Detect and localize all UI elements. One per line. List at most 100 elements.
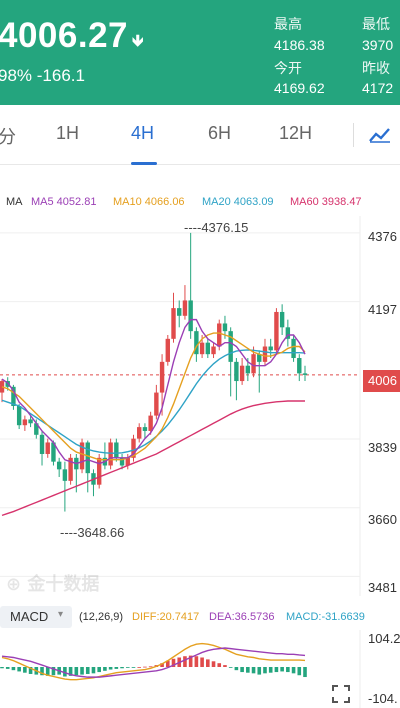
candle-body [148,415,153,431]
y-tick-label: 4197 [368,302,397,317]
macd-bar [206,659,210,667]
high-annotation-value: 4376.15 [201,220,249,235]
candle-body [159,361,165,393]
macd-chart[interactable] [0,630,400,708]
macd-bar [137,667,142,668]
prev-close-label: 昨收 [362,61,390,77]
watermark-icon: ⊕ [6,574,22,595]
macd-bar [280,667,284,672]
ma-legend-label: MA [6,196,23,208]
candle-body [199,342,205,355]
open-label: 今开 [274,61,302,77]
macd-bar [234,667,239,671]
quote-header: 4006.27 🡻 98% -166.1 最高 4186.38 今开 4169.… [0,0,400,105]
diff-line [1,642,306,681]
macd-bar [217,663,222,667]
macd-bar [274,667,279,673]
interval-tabs: 分 1H 4H 6H 12H [0,105,400,165]
ma20-legend: MA20 4063.09 [202,196,274,208]
ma10-line [1,332,306,461]
macd-bar [286,667,290,673]
macd-bar [74,667,79,676]
tab-6h[interactable]: 6H [208,123,232,143]
high-annotation-dashes: ---- [184,220,202,235]
macd-value: MACD:-31.6639 [286,611,365,623]
y-tick-label: 3481 [368,580,397,595]
macd-bar [211,661,216,667]
macd-bar [228,667,233,668]
dea-line [1,647,306,678]
candle-body [62,469,68,481]
macd-bar [51,667,56,676]
candle-body [51,442,56,462]
macd-selector-label: MACD [10,609,49,624]
candle-body [68,457,73,481]
ma5-line [1,318,306,465]
candle-body [182,300,188,316]
candle-body [302,373,308,375]
tab-4h[interactable]: 4H [131,123,155,143]
candle-body [222,323,228,332]
macd-bar [97,667,101,673]
open-value: 4169.62 [274,80,325,96]
trend-chart-icon[interactable] [369,127,391,143]
candle-body [165,338,170,362]
candle-body [11,386,16,406]
macd-bar [188,655,193,667]
macd-indicator-selector[interactable]: MACD ▾ [0,606,72,628]
macd-bar [103,667,107,671]
macd-bar [28,667,33,674]
candle-body [79,442,85,470]
high-value: 4186.38 [274,37,325,53]
candlestick-chart[interactable] [0,216,400,596]
candle-body [85,442,90,474]
macd-bar [63,667,67,677]
macd-bar [251,667,256,674]
low-label: 最低 [362,17,390,33]
candle-body [234,361,239,382]
ma10-legend: MA10 4066.06 [113,196,185,208]
candle-body [279,311,285,328]
macd-bar [40,667,44,676]
macd-dea: DEA:36.5736 [209,611,275,623]
candle-body [119,457,125,466]
macd-bar [240,667,244,673]
price-change: 98% -166.1 [0,66,85,85]
macd-bar [120,667,124,669]
macd-bar [160,663,164,667]
price-down-icon: 🡻 [132,31,144,50]
candle-body [251,354,256,374]
tab-12h[interactable]: 12H [279,123,313,143]
watermark-logo: ⊕ 金十数据 [6,570,99,596]
macd-bar [143,666,147,668]
tab-minute[interactable]: 分 [0,127,16,147]
macd-bar [68,667,73,676]
macd-bar [131,667,136,668]
candle-body [28,419,33,424]
y-tick-label: 3660 [368,512,397,527]
candle-body [125,457,130,466]
candle-body [154,392,159,416]
candle-body [16,406,22,426]
candle-body [245,365,251,374]
fullscreen-icon[interactable] [332,685,350,703]
macd-bar [263,667,267,674]
macd-bar [17,667,21,672]
candle-body [188,300,193,332]
y-tick-label: 4376 [368,229,397,244]
candle-body [205,342,211,355]
macd-bar [11,667,16,671]
candle-body [268,346,273,351]
y-tick-label: 3839 [368,440,397,455]
candle-body [22,419,28,426]
candle-body [177,308,182,316]
macd-bar [268,667,273,673]
candle-body [274,311,279,351]
tab-1h[interactable]: 1H [56,123,80,143]
candle-body [171,308,176,339]
dropdown-caret-icon: ▾ [58,609,64,620]
macd-bar [246,667,250,673]
candle-body [285,327,291,339]
low-annotation-value: 3648.66 [77,525,125,540]
watermark-text: 金十数据 [27,574,100,595]
